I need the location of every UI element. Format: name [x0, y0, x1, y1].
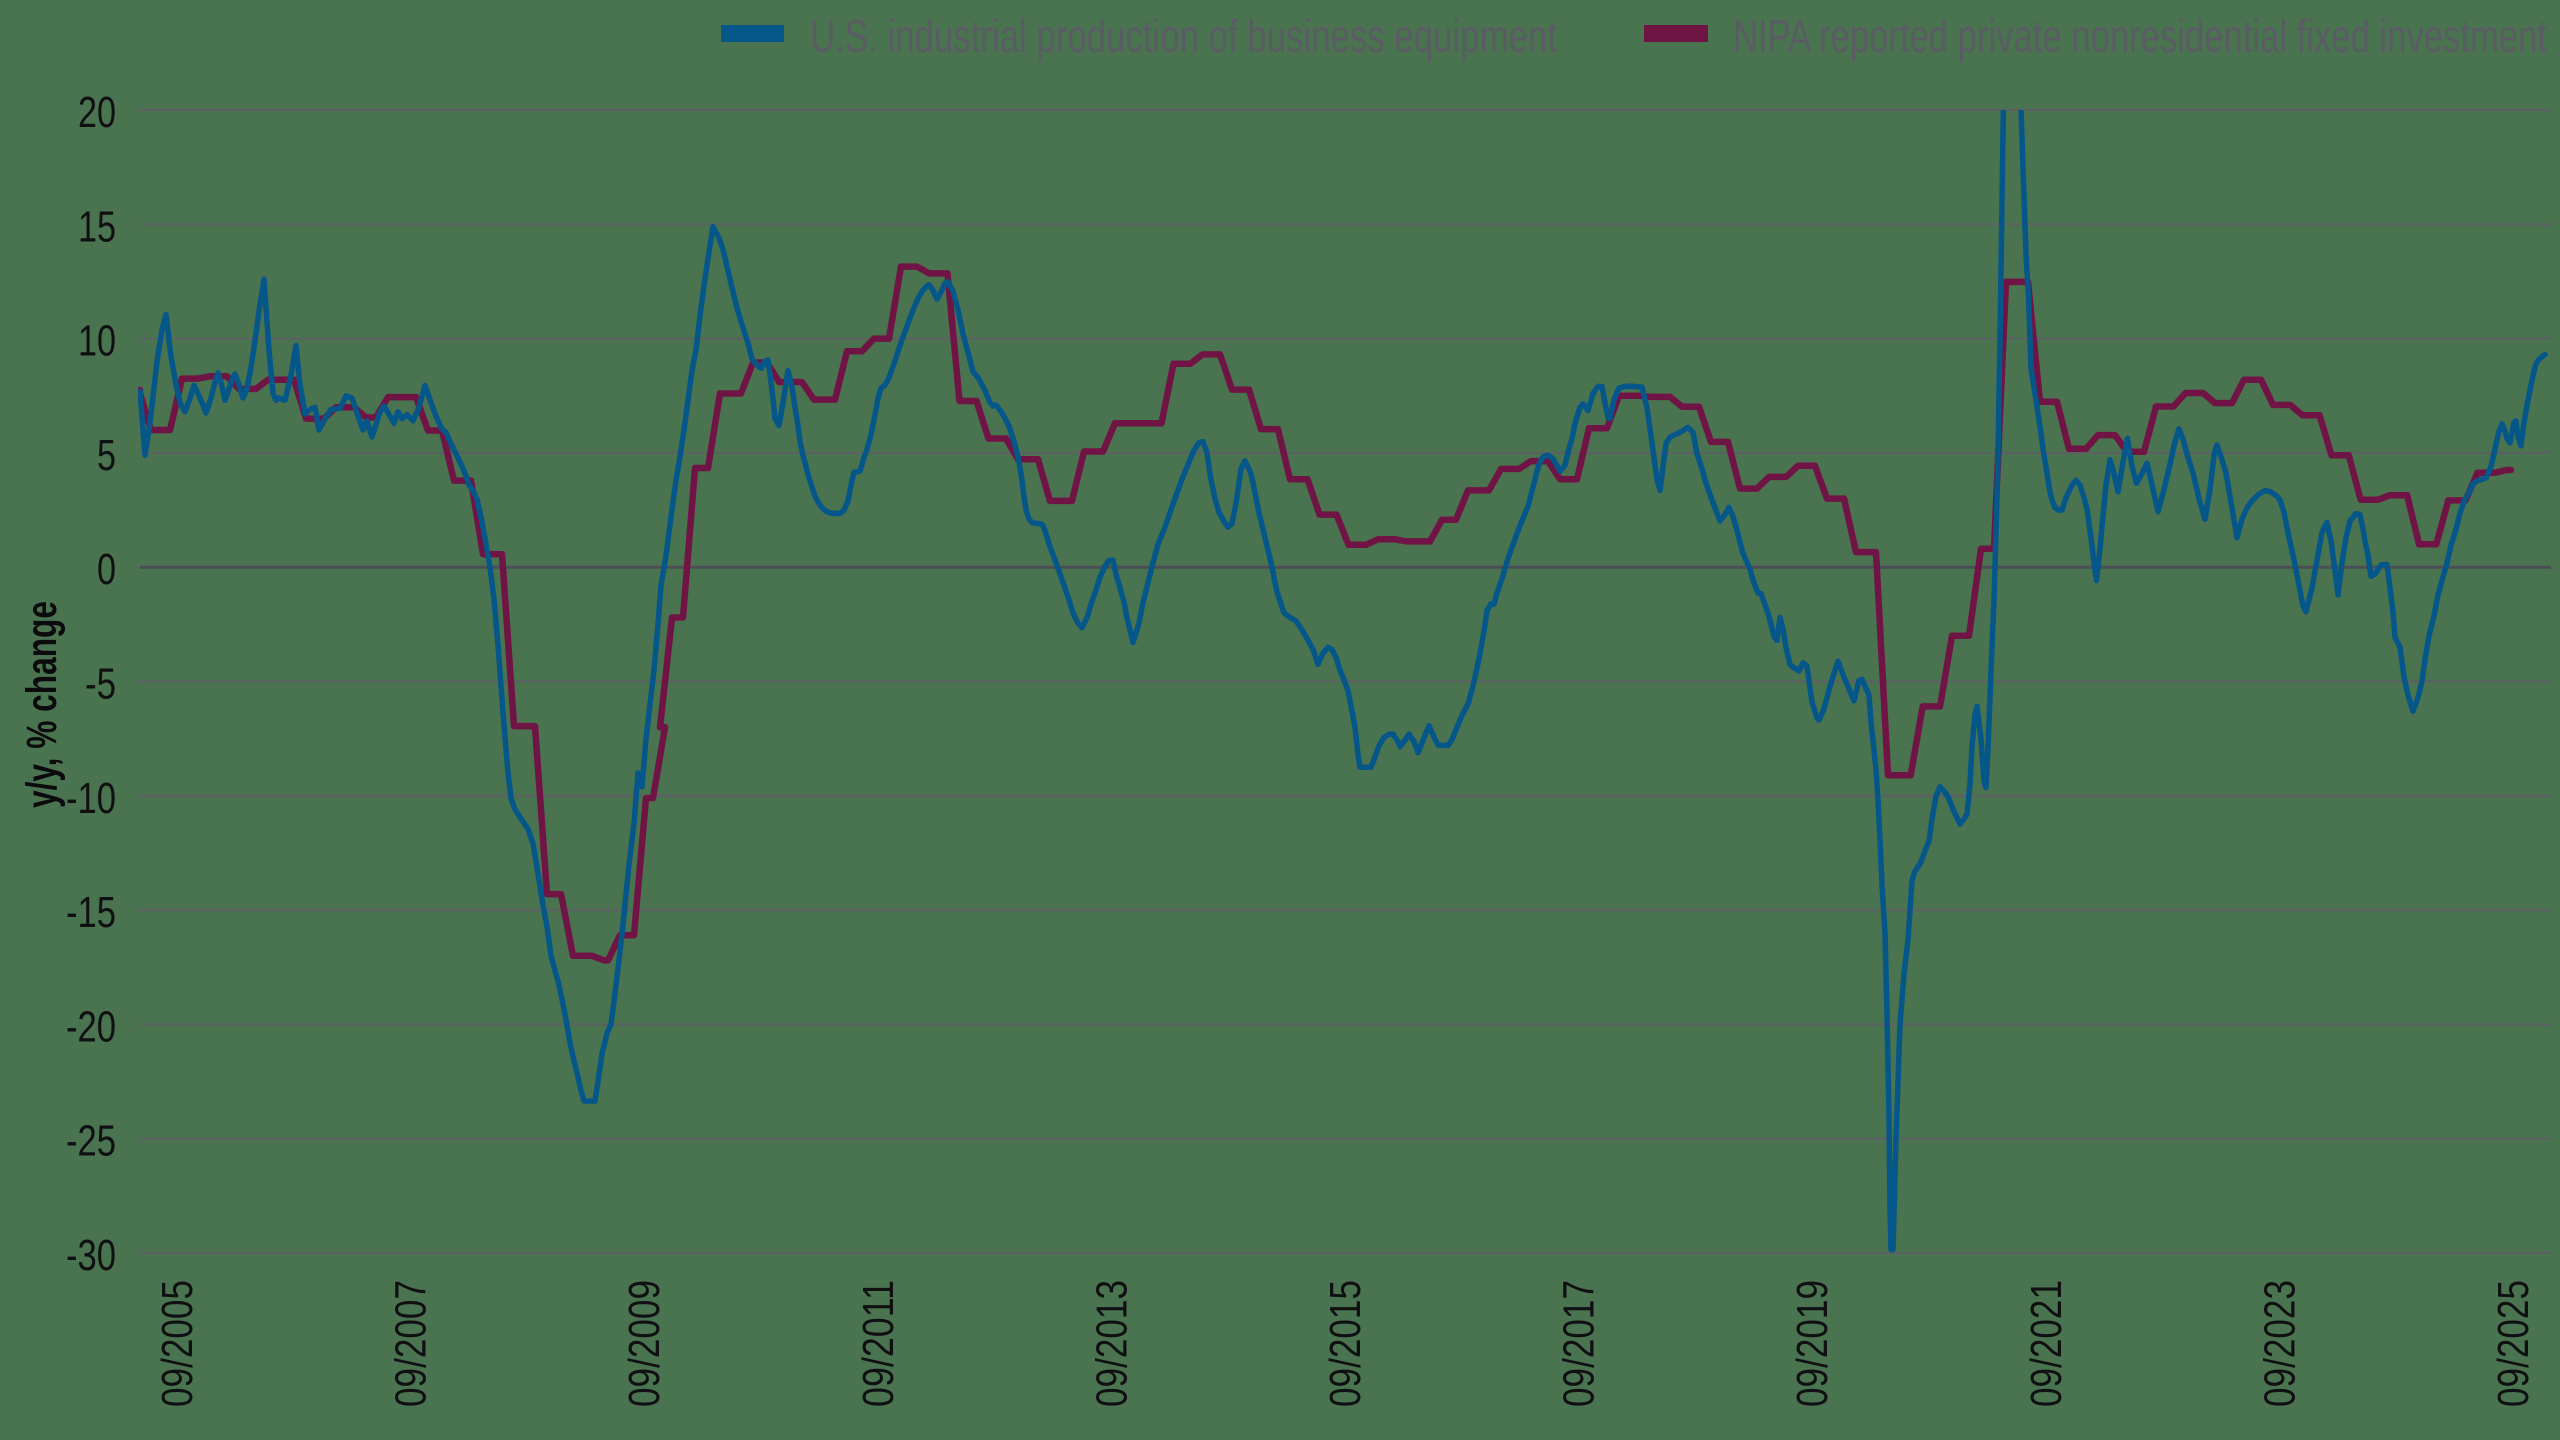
- svg-text:09/2019: 09/2019: [1788, 1280, 1837, 1407]
- svg-text:y/y, % change: y/y, % change: [18, 601, 66, 808]
- svg-text:0: 0: [97, 545, 116, 594]
- svg-text:09/2025: 09/2025: [2489, 1280, 2538, 1407]
- svg-text:-30: -30: [66, 1231, 116, 1280]
- svg-text:09/2013: 09/2013: [1087, 1280, 1136, 1407]
- svg-text:10: 10: [78, 317, 116, 366]
- svg-text:09/2023: 09/2023: [2255, 1280, 2304, 1407]
- svg-text:09/2011: 09/2011: [854, 1280, 903, 1407]
- svg-text:20: 20: [78, 88, 116, 137]
- svg-text:-15: -15: [66, 888, 116, 937]
- svg-text:15: 15: [78, 202, 116, 251]
- svg-text:5: 5: [97, 431, 116, 480]
- svg-text:U.S. industrial production of: U.S. industrial production of business e…: [810, 10, 1557, 62]
- svg-text:09/2021: 09/2021: [2022, 1280, 2071, 1407]
- svg-text:09/2015: 09/2015: [1321, 1280, 1370, 1407]
- svg-text:-25: -25: [66, 1117, 116, 1166]
- svg-text:NIPA reported private nonresid: NIPA reported private nonresidential fix…: [1733, 10, 2547, 62]
- svg-text:-5: -5: [85, 660, 116, 709]
- svg-text:09/2009: 09/2009: [620, 1280, 669, 1407]
- svg-text:09/2017: 09/2017: [1555, 1280, 1604, 1407]
- svg-text:09/2005: 09/2005: [153, 1280, 202, 1407]
- svg-text:-10: -10: [66, 774, 116, 823]
- svg-text:09/2007: 09/2007: [387, 1280, 436, 1407]
- svg-text:-20: -20: [66, 1002, 116, 1051]
